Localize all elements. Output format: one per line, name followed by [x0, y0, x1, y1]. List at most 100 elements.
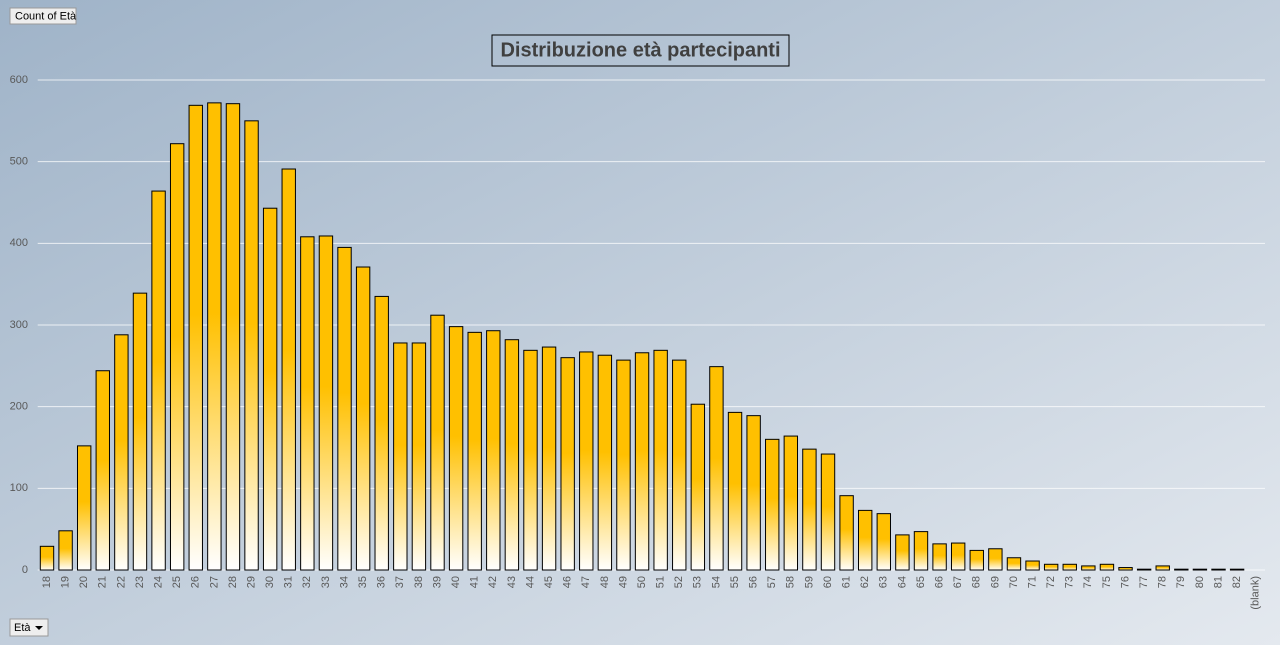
- x-tick-label: 36: [376, 576, 388, 588]
- bar: [690, 403, 706, 571]
- bar: [541, 346, 557, 571]
- x-tick-label: 70: [1008, 576, 1020, 588]
- bar: [653, 349, 668, 571]
- bar: [913, 531, 929, 571]
- x-tick-label: 66: [933, 576, 945, 588]
- x-tick-label: 35: [357, 576, 369, 588]
- x-tick-label: 60: [822, 576, 834, 588]
- x-tick-label: 80: [1194, 576, 1206, 588]
- bar: [1006, 557, 1022, 571]
- x-tick-label: 65: [915, 576, 927, 588]
- x-tick-label: 77: [1138, 576, 1150, 588]
- chart-title: Distribuzione età partecipanti: [500, 39, 780, 61]
- bar: [969, 549, 984, 571]
- x-tick-label: 46: [562, 576, 574, 588]
- x-tick-label: 39: [431, 576, 443, 588]
- x-tick-label: 30: [264, 576, 276, 588]
- x-tick-label: 51: [655, 576, 667, 588]
- bar: [858, 509, 873, 571]
- bar: [1136, 568, 1152, 571]
- bar: [1043, 563, 1059, 571]
- bar: [300, 236, 315, 571]
- bar: [504, 339, 520, 571]
- bar: [783, 435, 799, 571]
- bar: [560, 357, 575, 571]
- bar: [318, 235, 334, 571]
- bar: [895, 534, 910, 571]
- bar: [114, 334, 129, 571]
- bar: [523, 349, 538, 571]
- x-tick-label: 32: [301, 576, 313, 588]
- x-tick-label: 27: [208, 576, 220, 588]
- x-tick-label: 59: [803, 576, 815, 588]
- x-tick-label: 52: [673, 576, 685, 588]
- value-field-button[interactable]: [9, 7, 77, 25]
- y-tick-label: 0: [22, 564, 28, 576]
- x-tick-label: 38: [413, 576, 425, 588]
- x-tick-label: 42: [487, 576, 499, 588]
- x-tick-label: 25: [171, 576, 183, 588]
- x-tick-label: 68: [971, 576, 983, 588]
- x-tick-label: 63: [878, 576, 890, 588]
- x-tick-label: 78: [1157, 576, 1169, 588]
- bar: [95, 370, 110, 571]
- bar: [188, 104, 203, 571]
- bar: [727, 411, 743, 571]
- x-tick-label: 79: [1175, 576, 1187, 588]
- x-tick-label: 73: [1064, 576, 1076, 588]
- x-tick-label: 31: [283, 576, 295, 588]
- bar: [820, 453, 836, 571]
- bar: [39, 545, 55, 571]
- bar: [151, 190, 166, 571]
- x-tick-label: 22: [115, 576, 127, 588]
- bar: [467, 331, 482, 571]
- bar: [597, 354, 613, 571]
- x-tick-label: 64: [896, 576, 908, 588]
- x-tick-label: 26: [190, 576, 202, 588]
- bar: [1211, 568, 1226, 571]
- bar: [448, 326, 464, 571]
- bar: [1081, 565, 1096, 571]
- y-tick-label: 500: [10, 156, 28, 168]
- x-tick-label: 82: [1231, 576, 1243, 588]
- y-tick-label: 100: [10, 482, 28, 494]
- bar: [58, 530, 73, 571]
- bar: [950, 542, 966, 571]
- x-tick-label: 57: [766, 576, 778, 588]
- bar: [839, 495, 854, 571]
- x-tick-label: 34: [338, 576, 350, 588]
- bar: [876, 513, 891, 571]
- bar: [76, 445, 92, 571]
- bar: [634, 352, 650, 571]
- x-tick-label: 69: [989, 576, 1001, 588]
- x-tick-label: 19: [59, 576, 71, 588]
- bar: [1025, 560, 1040, 571]
- x-tick-label: 72: [1045, 576, 1057, 588]
- bar: [355, 266, 371, 571]
- bar: [411, 342, 427, 571]
- x-tick-label: 71: [1026, 576, 1038, 588]
- bar: [709, 366, 724, 571]
- bar: [337, 246, 352, 571]
- x-tick-label: 37: [394, 576, 406, 588]
- x-tick-label: 43: [506, 576, 518, 588]
- x-tick-label: 41: [469, 576, 481, 588]
- x-tick-label: 67: [952, 576, 964, 588]
- bar: [1118, 567, 1133, 571]
- axis-field-label: Età: [14, 622, 31, 634]
- bar: [169, 143, 185, 571]
- bar: [225, 103, 241, 571]
- x-tick-label: 24: [152, 576, 164, 588]
- x-tick-label: 45: [543, 576, 555, 588]
- x-tick-label: 49: [617, 576, 629, 588]
- x-tick-label: 62: [859, 576, 871, 588]
- x-tick-label: 58: [785, 576, 797, 588]
- x-tick-label: 81: [1212, 576, 1224, 588]
- axis-field-button[interactable]: [9, 618, 49, 637]
- bar: [430, 314, 445, 571]
- bar: [262, 207, 278, 571]
- bar: [802, 448, 817, 571]
- y-tick-label: 300: [10, 319, 28, 331]
- bar: [374, 295, 389, 571]
